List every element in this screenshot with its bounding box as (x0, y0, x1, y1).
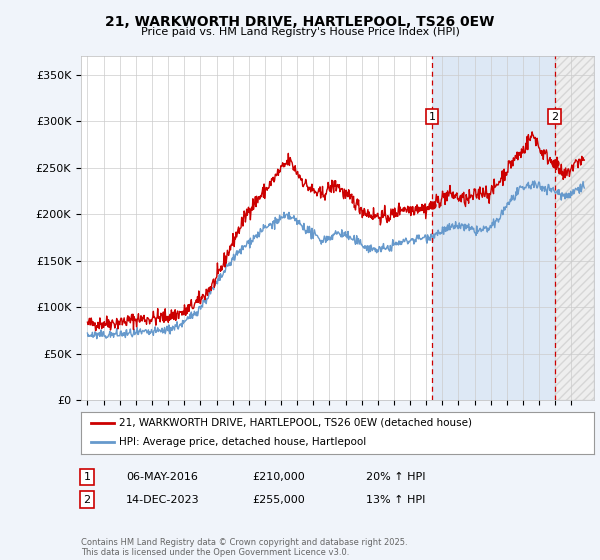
Text: Contains HM Land Registry data © Crown copyright and database right 2025.
This d: Contains HM Land Registry data © Crown c… (81, 538, 407, 557)
Text: 06-MAY-2016: 06-MAY-2016 (126, 472, 198, 482)
Text: £210,000: £210,000 (252, 472, 305, 482)
Text: 2: 2 (551, 111, 558, 122)
Text: 20% ↑ HPI: 20% ↑ HPI (366, 472, 425, 482)
Text: HPI: Average price, detached house, Hartlepool: HPI: Average price, detached house, Hart… (119, 437, 367, 447)
Text: 14-DEC-2023: 14-DEC-2023 (126, 494, 200, 505)
Text: 13% ↑ HPI: 13% ↑ HPI (366, 494, 425, 505)
Text: 21, WARKWORTH DRIVE, HARTLEPOOL, TS26 0EW (detached house): 21, WARKWORTH DRIVE, HARTLEPOOL, TS26 0E… (119, 418, 472, 428)
Text: £255,000: £255,000 (252, 494, 305, 505)
Text: 2: 2 (83, 494, 91, 505)
Text: 1: 1 (83, 472, 91, 482)
Text: Price paid vs. HM Land Registry's House Price Index (HPI): Price paid vs. HM Land Registry's House … (140, 27, 460, 37)
Bar (554, 56, 594, 400)
Bar (432, 56, 554, 400)
Text: 1: 1 (428, 111, 436, 122)
Text: 21, WARKWORTH DRIVE, HARTLEPOOL, TS26 0EW: 21, WARKWORTH DRIVE, HARTLEPOOL, TS26 0E… (106, 15, 494, 29)
